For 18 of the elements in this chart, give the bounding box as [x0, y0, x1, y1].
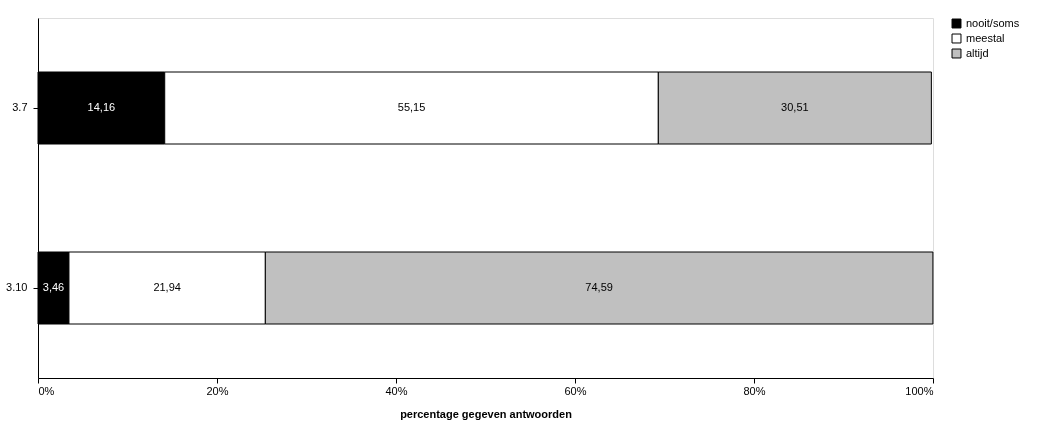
y-tick-label: 3.7 — [12, 101, 28, 113]
data-label: 21,94 — [153, 281, 181, 293]
data-label: 74,59 — [585, 281, 613, 293]
legend-label: altijd — [966, 46, 989, 59]
legend-label: nooit/soms — [966, 16, 1020, 29]
x-axis-title: percentage gegeven antwoorden — [400, 407, 573, 420]
legend-label: meestal — [966, 31, 1005, 44]
data-label: 3,46 — [42, 281, 65, 293]
x-tick-label: 40% — [385, 384, 408, 397]
x-tick-label: 100% — [905, 384, 934, 397]
x-tick-label: 20% — [206, 384, 229, 397]
y-tick-label: 3.10 — [6, 281, 28, 293]
x-tick-label: 80% — [743, 384, 766, 397]
data-label: 30,51 — [781, 101, 809, 113]
x-tick-label: 0% — [38, 384, 55, 397]
data-label: 14,16 — [87, 101, 116, 113]
x-tick-label: 60% — [564, 384, 587, 397]
data-label: 55,15 — [397, 101, 426, 113]
